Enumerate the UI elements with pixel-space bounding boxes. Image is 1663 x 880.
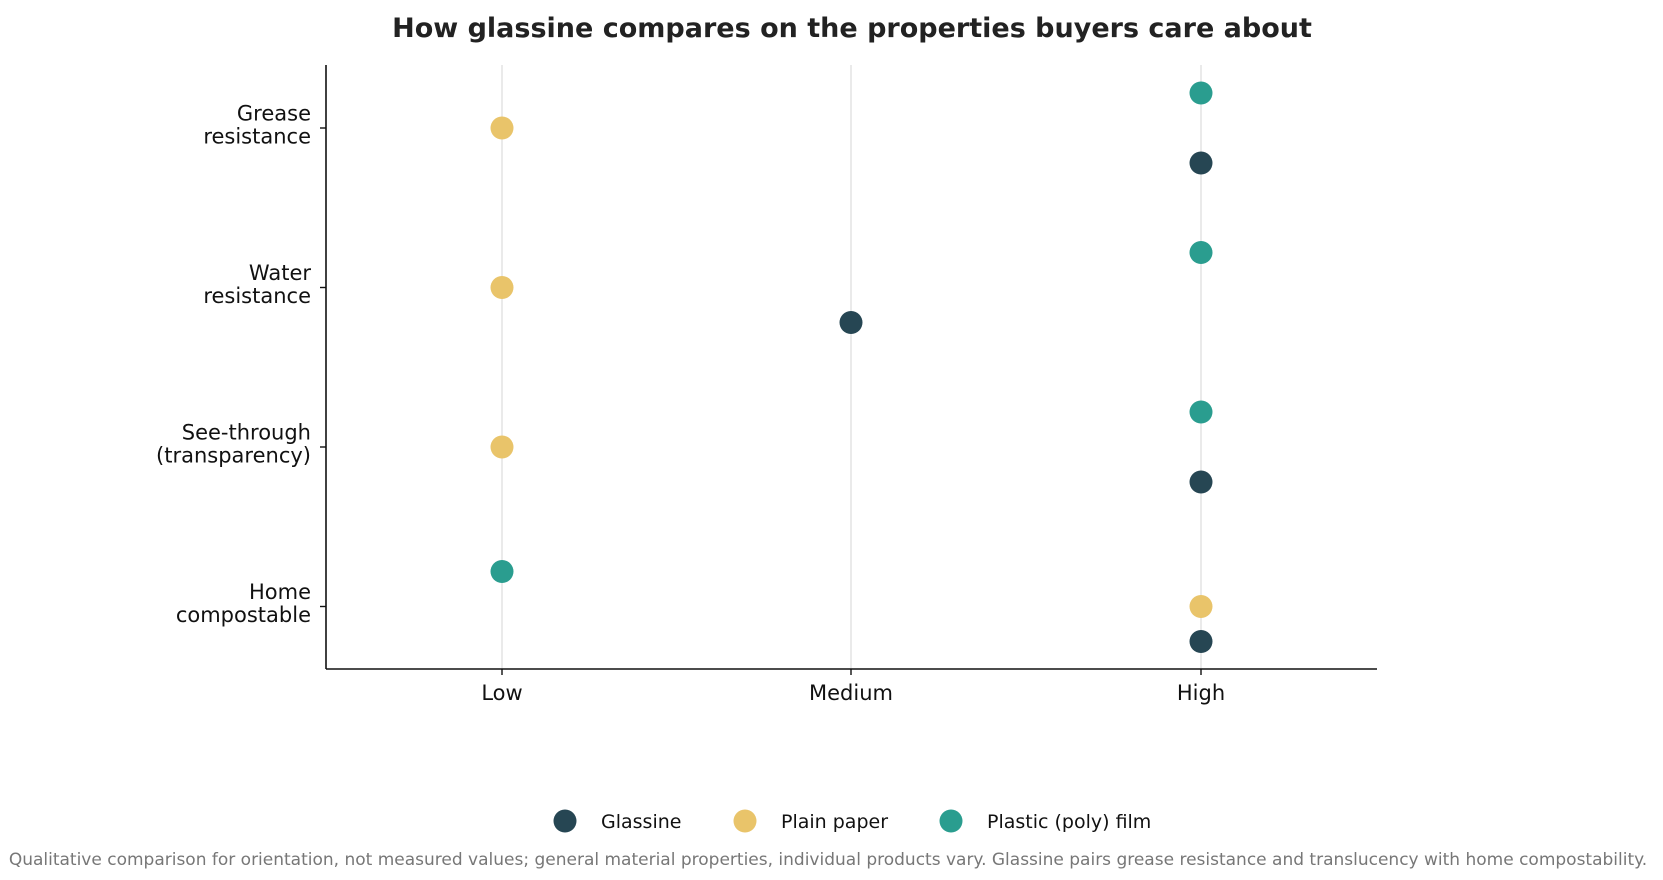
point-plain-paper [490, 435, 514, 459]
legend: Glassine Plain paper Plastic (poly) film [553, 809, 1151, 833]
point-glassine [1189, 470, 1213, 494]
legend-label: Glassine [601, 811, 681, 833]
y-axis-ticks: Grease resistance Water resistance See-throu… [156, 102, 326, 627]
legend-marker [733, 809, 757, 833]
x-axis-ticks: Low Medium High [481, 669, 1225, 705]
y-tick-label: Water resistance [203, 261, 311, 308]
point-glassine [839, 311, 863, 334]
point-plain-paper [490, 276, 514, 299]
x-tick-label: High [1177, 681, 1225, 705]
legend-marker [553, 809, 577, 833]
point-plastic-poly-film [1189, 400, 1213, 424]
chart-title: How glassine compares on the properties … [392, 13, 1312, 44]
point-plain-paper [490, 116, 514, 140]
x-tick-label: Medium [809, 681, 893, 705]
gridlines [501, 65, 1202, 669]
footnote: Qualitative comparison for orientation, … [9, 850, 1647, 870]
point-glassine [1189, 151, 1213, 175]
legend-label: Plain paper [781, 811, 888, 833]
y-tick-label: Home compostable [176, 580, 311, 627]
point-glassine [1189, 630, 1213, 653]
y-tick-label: See-through (transparency) [156, 421, 311, 468]
x-tick-label: Low [481, 681, 522, 705]
legend-marker [939, 809, 963, 833]
y-tick-label: Grease resistance [203, 102, 311, 149]
point-plastic-poly-film [1189, 81, 1213, 105]
legend-label: Plastic (poly) film [987, 811, 1151, 833]
point-plastic-poly-film [490, 560, 514, 583]
point-plain-paper [1189, 595, 1213, 618]
point-plastic-poly-film [1189, 241, 1213, 264]
data-points [490, 81, 1213, 653]
